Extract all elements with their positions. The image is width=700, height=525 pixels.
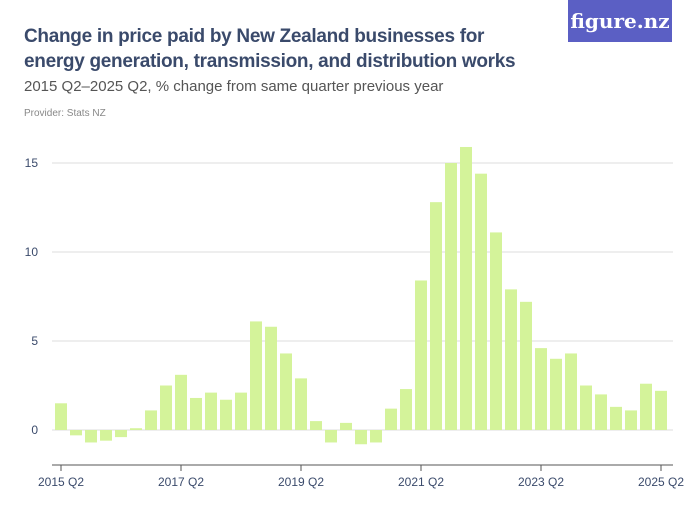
bar bbox=[220, 399, 232, 430]
bar bbox=[445, 163, 457, 430]
bar bbox=[490, 232, 502, 430]
bar bbox=[595, 394, 607, 430]
bar bbox=[505, 289, 517, 430]
bar bbox=[355, 430, 367, 445]
x-tick-label: 2025 Q2 bbox=[638, 475, 684, 489]
bar bbox=[265, 326, 277, 430]
chart-subtitle: 2015 Q2–2025 Q2, % change from same quar… bbox=[24, 78, 444, 95]
bar bbox=[250, 321, 262, 430]
bar bbox=[415, 280, 427, 430]
bar bbox=[460, 146, 472, 431]
bar bbox=[520, 301, 532, 430]
x-tick-label: 2021 Q2 bbox=[398, 475, 444, 489]
bar bbox=[565, 353, 577, 430]
bar bbox=[235, 392, 247, 430]
bar bbox=[430, 202, 442, 430]
bar bbox=[70, 430, 82, 436]
bar bbox=[100, 430, 112, 441]
bar bbox=[85, 430, 97, 443]
bar bbox=[175, 374, 187, 430]
bar bbox=[55, 403, 67, 430]
bar bbox=[130, 428, 142, 430]
bar bbox=[640, 383, 652, 430]
bar bbox=[400, 389, 412, 430]
bar bbox=[115, 430, 127, 438]
bar bbox=[310, 421, 322, 430]
y-tick-label: 15 bbox=[25, 156, 39, 170]
y-tick-label: 0 bbox=[31, 423, 38, 437]
bar bbox=[145, 410, 157, 430]
bar bbox=[580, 385, 592, 430]
logo-text: figure.nz bbox=[570, 9, 670, 33]
bar bbox=[205, 392, 217, 430]
provider-label: Provider: Stats NZ bbox=[24, 108, 106, 119]
bar bbox=[280, 353, 292, 430]
bar bbox=[475, 173, 487, 430]
bar bbox=[340, 422, 352, 430]
bar bbox=[160, 385, 172, 430]
bar bbox=[370, 430, 382, 443]
bar bbox=[550, 358, 562, 430]
y-tick-label: 5 bbox=[31, 334, 38, 348]
bar bbox=[190, 397, 202, 430]
x-tick-label: 2015 Q2 bbox=[38, 475, 84, 489]
bar bbox=[535, 348, 547, 430]
figure-nz-logo[interactable]: figure.nz bbox=[568, 0, 672, 42]
bar bbox=[295, 378, 307, 430]
y-tick-label: 10 bbox=[25, 245, 39, 259]
x-tick-label: 2017 Q2 bbox=[158, 475, 204, 489]
bar bbox=[385, 408, 397, 430]
bar bbox=[655, 390, 667, 430]
chart-title: Change in price paid by New Zealand busi… bbox=[24, 26, 516, 72]
x-tick-label: 2023 Q2 bbox=[518, 475, 564, 489]
bar bbox=[625, 410, 637, 430]
bar bbox=[325, 430, 337, 443]
bar bbox=[610, 406, 622, 430]
x-tick-label: 2019 Q2 bbox=[278, 475, 324, 489]
